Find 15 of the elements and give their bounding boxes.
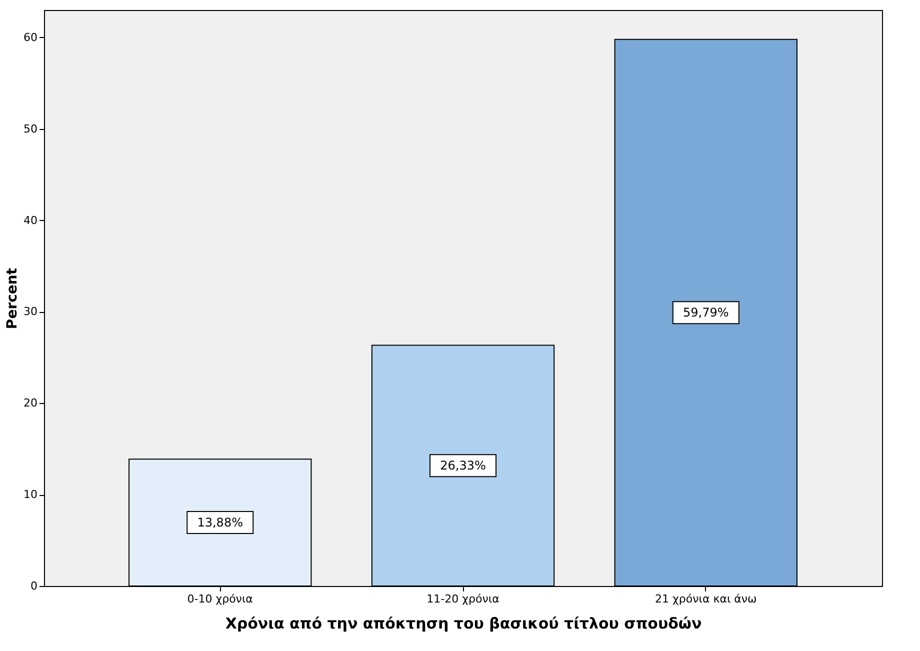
- y-tick-label: 50: [24, 122, 38, 136]
- y-tick-label: 0: [30, 580, 38, 592]
- y-tick-label: 40: [24, 214, 38, 227]
- x-axis-title: Χρόνια από την απόκτηση του βασικού τίτλου σπουδών: [225, 614, 702, 632]
- y-axis-title: Percent: [4, 268, 21, 330]
- data-label: 59,79%: [683, 306, 729, 320]
- y-tick-label: 60: [24, 30, 38, 44]
- x-tick-label: 21 χρόνια και άνω: [655, 592, 757, 606]
- y-tick-label: 10: [24, 488, 38, 502]
- data-label: 13,88%: [197, 516, 243, 530]
- y-tick-label: 20: [24, 396, 38, 410]
- y-tick-label: 30: [24, 305, 38, 318]
- data-label: 26,33%: [440, 458, 486, 473]
- x-tick-label: 11-20 χρόνια: [426, 592, 500, 606]
- x-tick-label: 0-10 χρόνια: [187, 592, 253, 606]
